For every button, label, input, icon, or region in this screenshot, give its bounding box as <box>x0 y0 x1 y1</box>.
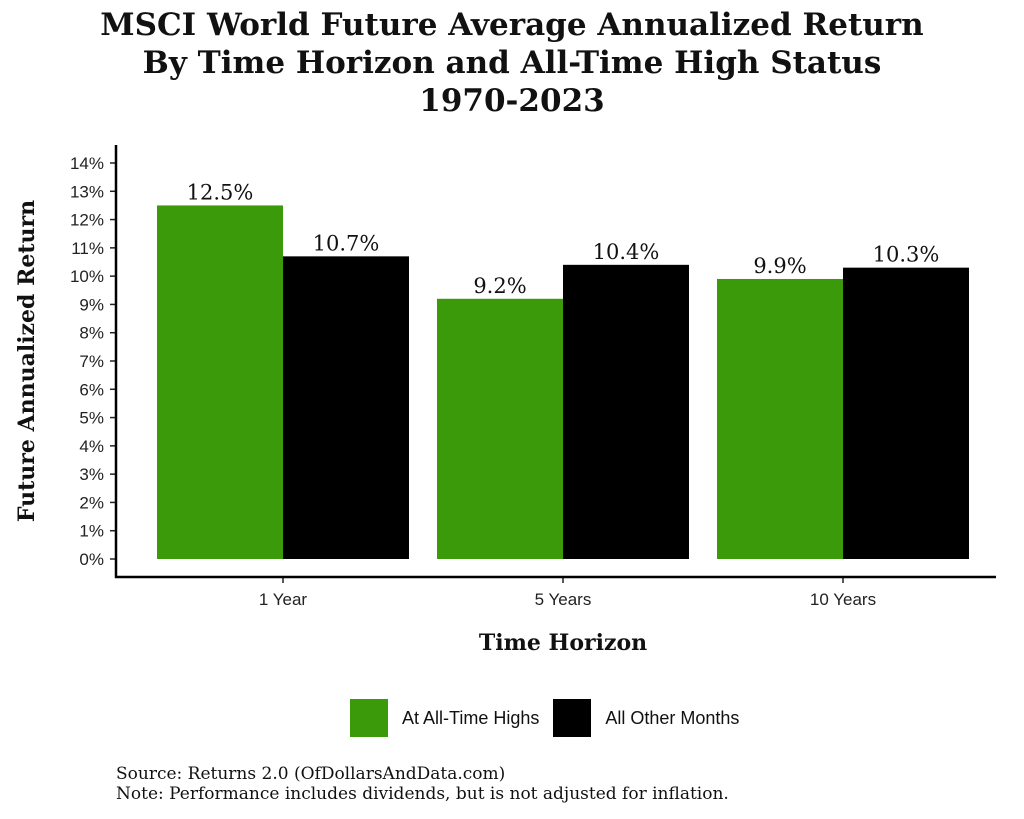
chart-title-line-2: By Time Horizon and All-Time High Status <box>142 45 882 81</box>
legend-label-other: All Other Months <box>605 707 740 728</box>
bar-chart: 0% 1% 2% 3% 4% 5% 6% 7% 8% 9% 10% 11% 12% 13% 14% 12.5… <box>14 145 996 656</box>
y-tick-label: 11% <box>71 239 104 258</box>
legend-item-ath: At All-Time Highs <box>350 699 539 737</box>
y-tick-label: 1% <box>79 522 104 541</box>
y-tick-label: 12% <box>70 211 104 230</box>
bar-value-label: 12.5% <box>187 180 254 204</box>
chart-title-line-1: MSCI World Future Average Annualized Ret… <box>100 7 924 43</box>
y-tick-label: 0% <box>79 550 104 569</box>
y-tick-label: 6% <box>79 380 104 399</box>
y-tick-label: 14% <box>70 154 104 173</box>
bar-value-label: 10.3% <box>873 243 940 267</box>
y-tick-label: 8% <box>79 324 104 343</box>
bar-value-label: 9.2% <box>473 274 526 298</box>
source-line: Source: Returns 2.0 (OfDollarsAndData.co… <box>116 764 506 784</box>
x-axis-ticks: 1 Year 5 Years 10 Years <box>259 577 876 609</box>
bar-ath-0 <box>157 205 283 559</box>
y-axis-title: Future Annualized Return <box>14 200 40 522</box>
bar-other-0 <box>283 256 409 559</box>
bars-group: 12.5% 10.7% 9.2% 10.4% 9.9% 10.3% <box>157 180 969 559</box>
bar-other-2 <box>843 267 969 559</box>
bar-ath-2 <box>717 278 843 559</box>
x-tick-label: 5 Years <box>535 590 592 609</box>
chart-title-line-3: 1970-2023 <box>419 83 605 119</box>
chart-title: MSCI World Future Average Annualized Ret… <box>0 6 1024 120</box>
bar-value-label: 10.4% <box>593 240 660 264</box>
bar-value-label: 10.7% <box>313 231 380 255</box>
legend-swatch-other <box>553 699 592 737</box>
y-tick-label: 9% <box>79 295 104 314</box>
y-tick-label: 13% <box>70 182 104 201</box>
legend-label-ath: At All-Time Highs <box>402 707 540 728</box>
y-tick-label: 5% <box>79 409 104 428</box>
y-tick-label: 7% <box>79 352 104 371</box>
x-tick-label: 1 Year <box>259 590 308 609</box>
bar-ath-1 <box>437 298 563 559</box>
note-line: Note: Performance includes dividends, bu… <box>116 784 729 804</box>
legend-swatch-ath <box>350 699 388 737</box>
bar-other-1 <box>563 264 689 559</box>
y-tick-label: 10% <box>70 267 104 286</box>
legend-item-other: All Other Months <box>553 699 739 737</box>
legend: At All-Time Highs All Other Months <box>350 699 753 737</box>
y-tick-label: 4% <box>79 437 104 456</box>
x-axis-title: Time Horizon <box>479 630 647 656</box>
x-tick-label: 10 Years <box>810 590 876 609</box>
y-tick-label: 2% <box>79 493 104 512</box>
y-axis-ticks: 0% 1% 2% 3% 4% 5% 6% 7% 8% 9% 10% 11% 12% 13% 14% <box>70 154 116 569</box>
y-tick-label: 3% <box>79 465 104 484</box>
bar-value-label: 9.9% <box>753 254 806 278</box>
source-note: Source: Returns 2.0 (OfDollarsAndData.co… <box>116 764 729 804</box>
